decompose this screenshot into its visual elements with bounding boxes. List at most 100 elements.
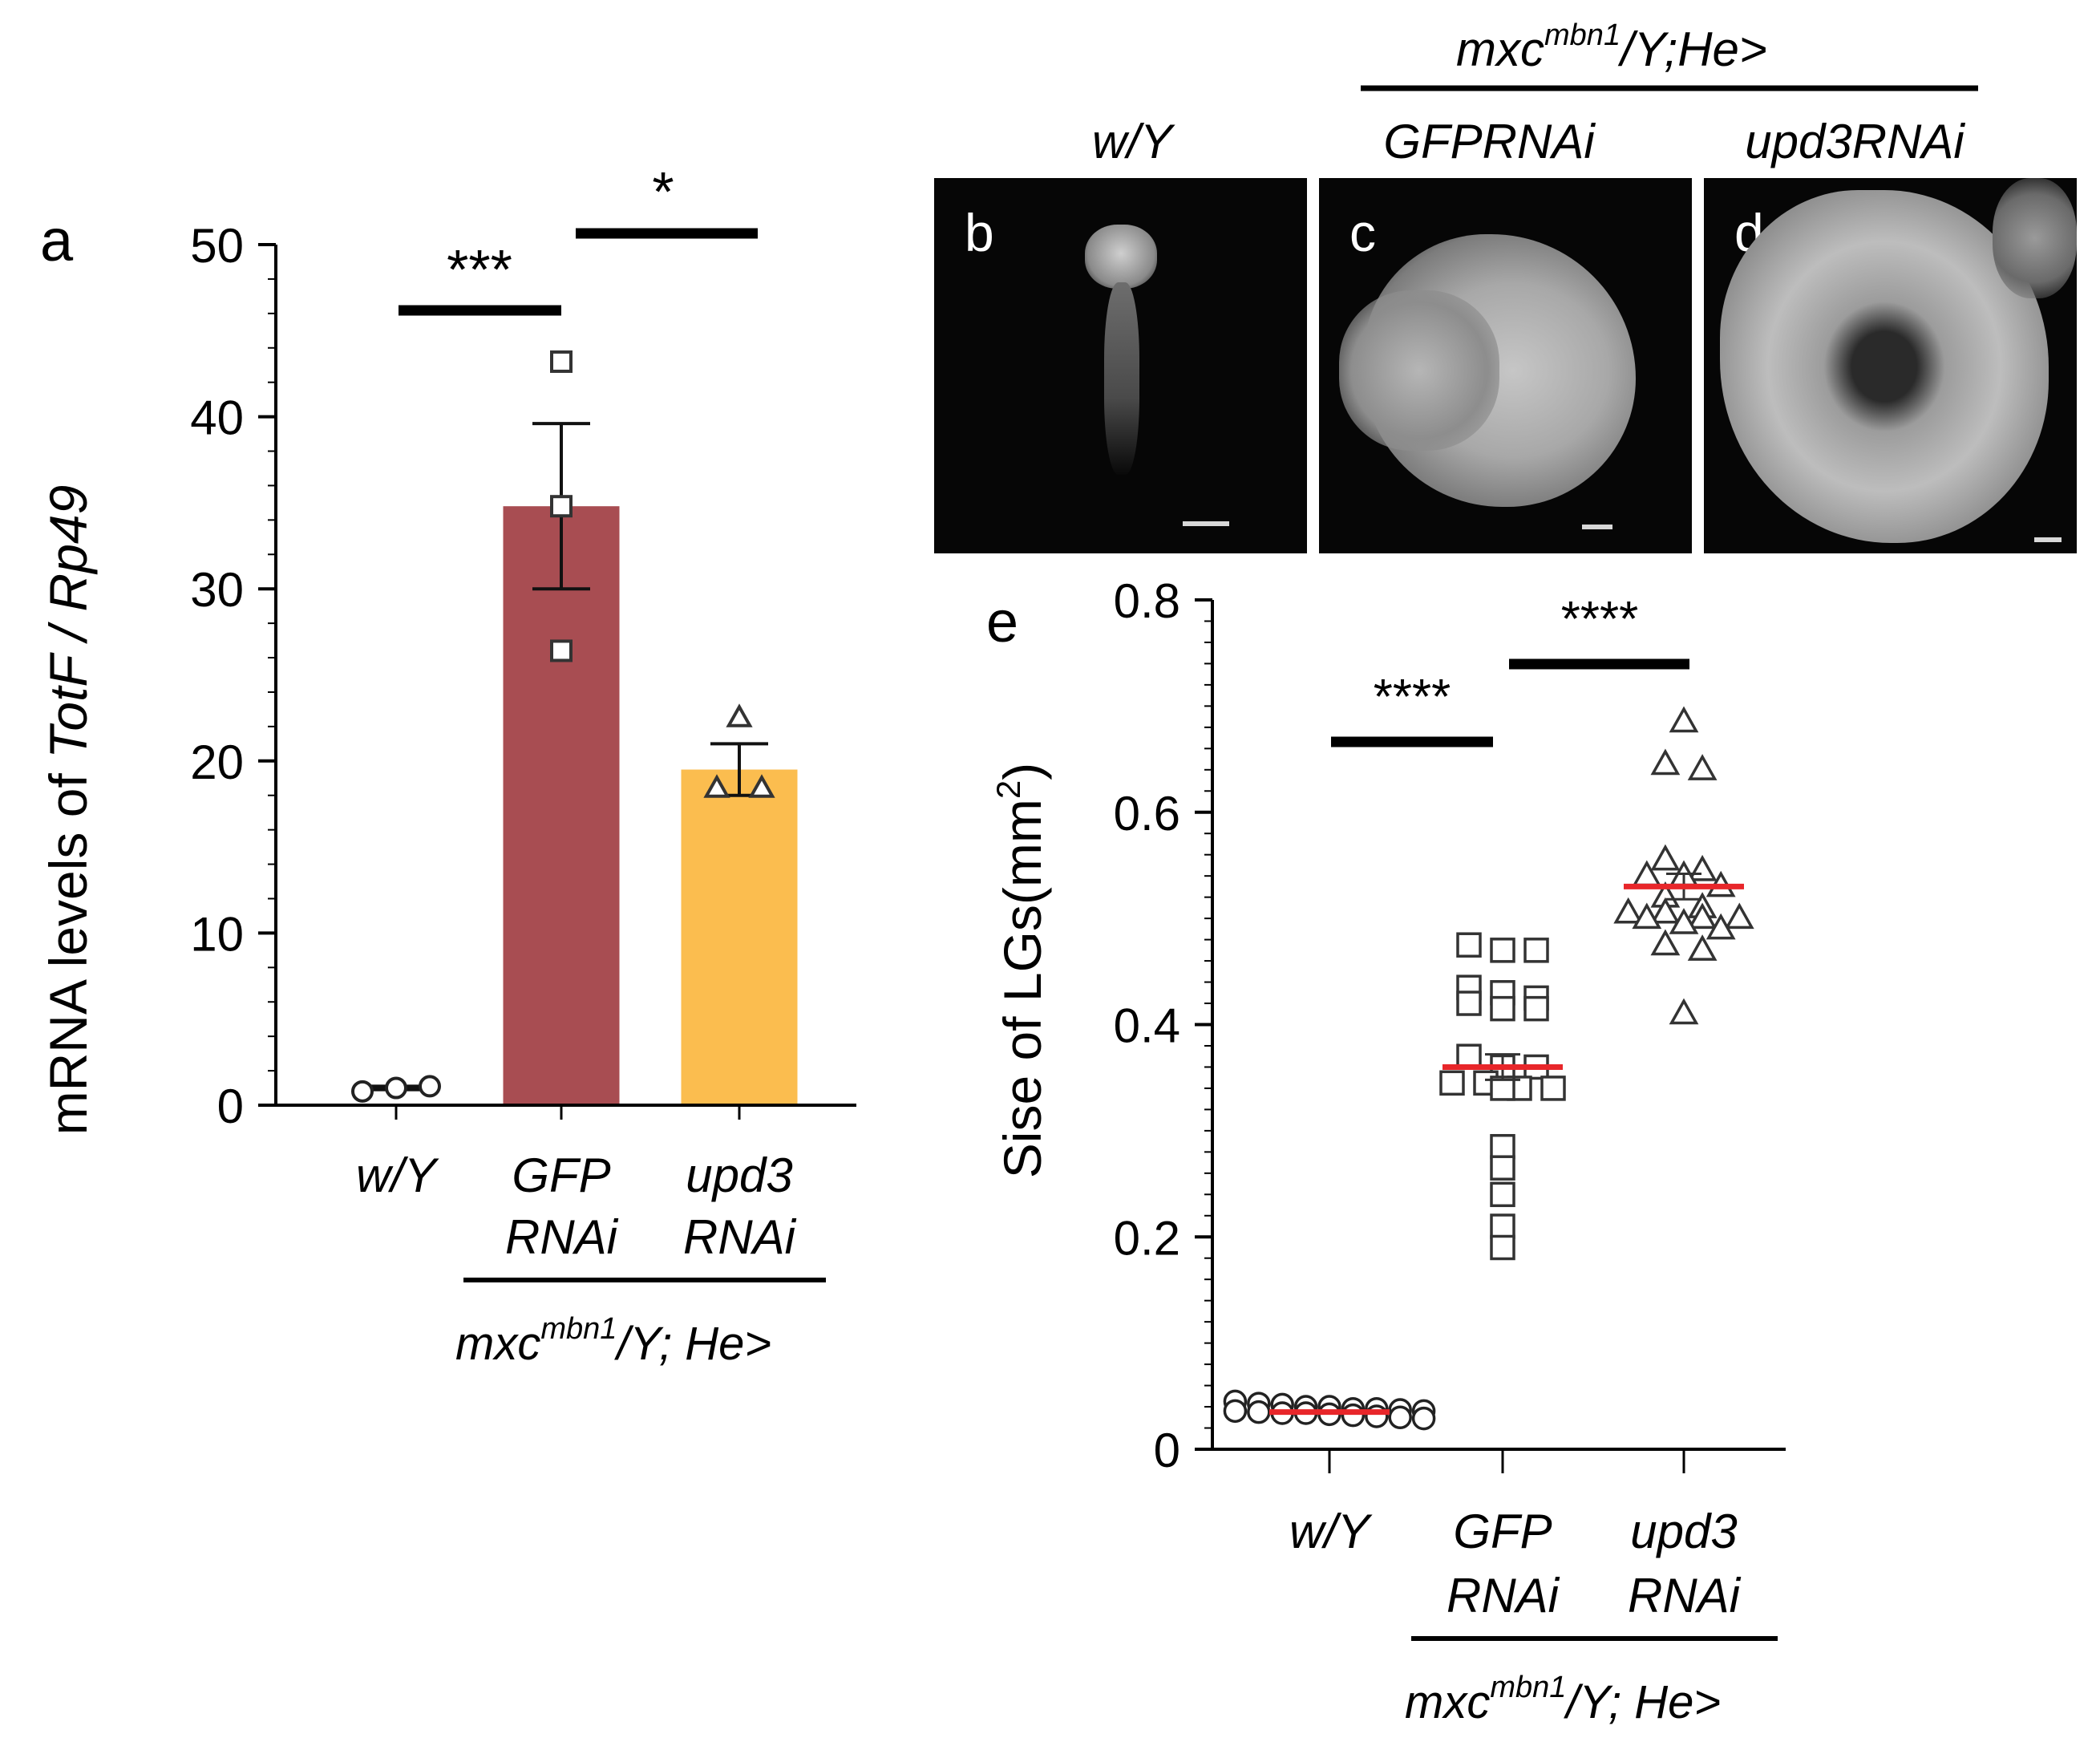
panel-e-y-tick-labels: 0 0.2 0.4 0.6 0.8 [1114,574,1180,1477]
panel-a-point [703,774,730,798]
panel-a-genotype-sup: mbn1 [540,1312,617,1346]
panel-a-axes [258,243,856,1120]
panel-e-point [1456,932,1482,958]
panel-e-sig-left: **** [1374,670,1451,725]
panel-e-genotype-base: mxc [1405,1676,1490,1728]
panel-a-y-tick-label: 0 [217,1080,244,1133]
panel-e-genotype-sup: mbn1 [1490,1671,1566,1704]
panel-a-y-tick-label: 50 [190,219,244,273]
panel-e-point [1523,995,1549,1022]
panel-e-point [1687,934,1718,961]
panel-a-category-3-line2: RNAi [683,1210,797,1264]
panel-e-point [1613,897,1644,924]
panel-a-sig-right: * [652,160,674,223]
panel-e-category-1: w/Y [1289,1505,1373,1558]
panel-e-point [1247,1400,1271,1424]
panel-e-point [1490,1234,1515,1261]
panel-a-bars [503,506,798,1105]
micrograph-genotype-suffix: /Y;He> [1617,22,1767,76]
panel-e-genotype-suffix: /Y; He> [1563,1676,1721,1728]
panel-e-point [1456,1043,1482,1069]
panel-a-point [550,350,573,373]
panel-e-point [1365,1404,1389,1428]
panel-e-y-tick-label: 0 [1154,1424,1180,1477]
micrograph-genotype-label: mxcmbn1/Y;He> [1456,18,1767,76]
panel-e-y-tick-label: 0.4 [1114,999,1180,1053]
panel-e-point [1650,929,1681,956]
micrograph-genotype-base: mxc [1456,22,1544,76]
panel-e-point [1669,706,1699,733]
panel-a-point [550,495,573,518]
panel-e-means [1269,873,1744,1416]
panel-a-point [419,1075,441,1098]
panel-e-point [1388,1405,1412,1430]
panel-e-sig-right: **** [1561,592,1639,647]
panel-e-y-label-sup: 2 [989,780,1027,799]
panel-e-y-label-main: Sise of LGs(mm [993,799,1052,1178]
panel-e-y-tick-label: 0.6 [1114,787,1180,841]
dorsal-vessel-tissue [1104,282,1139,475]
panel-e-letter: e [986,590,1018,654]
lymph-gland-lobe [1993,178,2077,298]
panel-a-category-labels: w/Y GFP RNAi upd3 RNAi [356,1148,797,1264]
panel-e-point [1687,902,1718,930]
lymph-gland-lobe [1339,290,1499,451]
panel-e-axes [1195,598,1786,1473]
panel-a-category-3-line1: upd3 [686,1148,792,1202]
panel-a-points [351,350,775,1103]
scale-bar [1183,521,1229,526]
scale-bar [1582,525,1612,529]
panel-e-point [1540,1076,1566,1101]
micrograph-column-label-2: GFPRNAi [1383,115,1596,168]
panel-e-point [1650,748,1681,776]
micrograph-c-letter: c [1349,203,1376,262]
panel-e-point [1632,902,1662,930]
panel-a-y-label-prefix: mRNA levels of [38,759,98,1135]
panel-e-category-2-line1: GFP [1453,1505,1552,1558]
panel-e-point [1687,854,1718,881]
panel-e-point [1490,938,1515,963]
panel-e-point [1650,844,1681,871]
panel-e-category-3-line2: RNAi [1628,1569,1742,1622]
panel-e-category-2-line2: RNAi [1447,1569,1560,1622]
panel-a-bar [503,506,620,1105]
panel-e-point [1490,1133,1515,1160]
panel-e-point [1223,1399,1248,1424]
panel-e-point [1341,1403,1366,1428]
panel-e-points [1223,706,1754,1431]
panel-a-letter: a [40,207,74,273]
panel-a-point [726,703,753,727]
micrograph-b: b [934,178,1307,553]
lymph-gland-tissue [1085,225,1157,289]
panel-a-genotype-suffix: /Y; He> [613,1318,771,1370]
panel-e-scatter-chart: e Sise of LGs(mm2) 0 0.2 0.4 0.6 0.8 **** **… [986,574,1786,1728]
micrograph-column-label-1: w/Y [1092,115,1175,168]
panel-a-point [385,1076,407,1100]
panel-a-point [550,639,573,662]
micrograph-header: mxcmbn1/Y;He> w/Y GFPRNAi upd3RNAi [1092,18,1978,168]
panel-a-bar-chart: a mRNA levels of TotF / Rp49 0 10 20 30 40 50… [38,160,856,1370]
panel-a-y-tick-label: 30 [190,563,244,617]
micrograph-d: d [1704,178,2077,553]
panel-a-y-tick-label: 20 [190,735,244,789]
panel-a-y-tick-label: 10 [190,907,244,961]
panel-a-bar [681,769,798,1105]
panel-e-point [1456,990,1482,1016]
micrograph-c: c [1319,178,1692,553]
panel-a-point [748,774,775,798]
panel-e-point [1490,1181,1515,1208]
micrograph-b-letter: b [965,203,994,262]
micrograph-genotype-sup: mbn1 [1544,18,1621,52]
panel-e-y-axis-label: Sise of LGs(mm2) [989,763,1052,1178]
panel-e-point [1687,754,1718,780]
panel-a-y-axis-label: mRNA levels of TotF / Rp49 [38,485,98,1136]
panel-e-point [1705,913,1736,940]
panel-e-point [1724,902,1754,930]
panel-a-y-tick-labels: 0 10 20 30 40 50 [190,219,244,1133]
panel-e-point [1523,938,1549,963]
panel-e-y-tick-label: 0.8 [1114,574,1180,628]
panel-e-category-3-line1: upd3 [1630,1505,1737,1558]
panel-a-point [351,1080,374,1103]
panel-a-category-1: w/Y [356,1148,439,1202]
